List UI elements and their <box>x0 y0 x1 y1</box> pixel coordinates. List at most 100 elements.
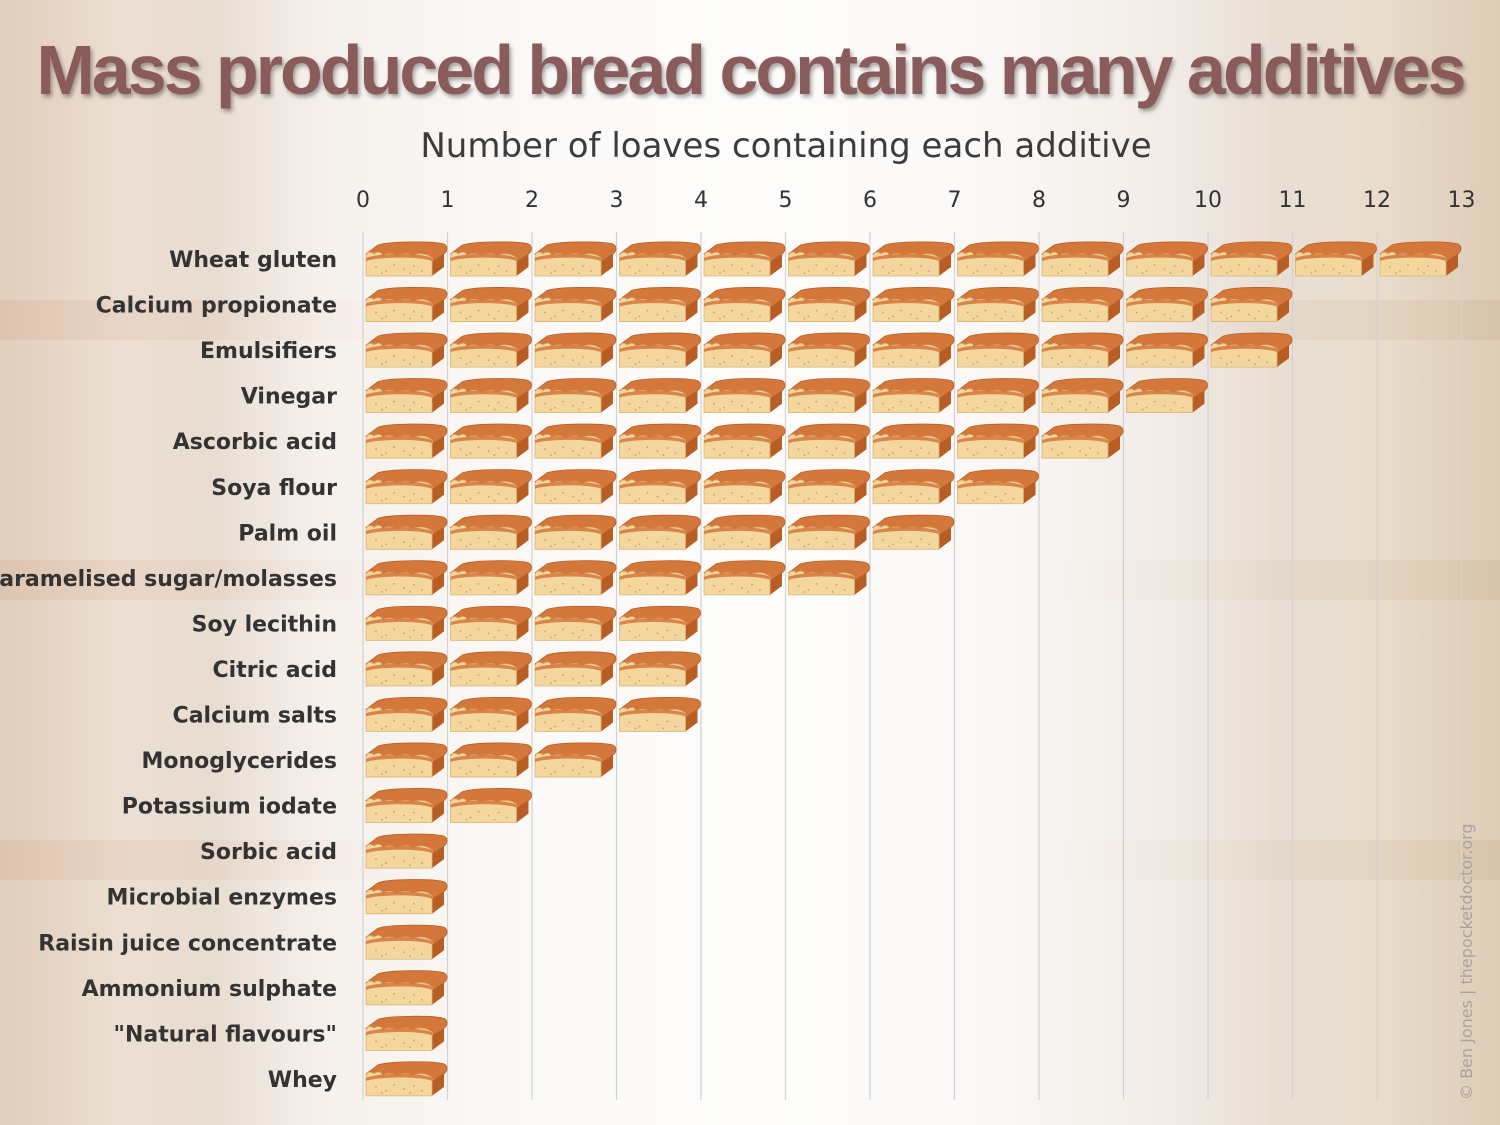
loaf-mark <box>703 241 786 277</box>
loaf-mark <box>788 378 870 414</box>
loaf-mark <box>365 378 448 414</box>
loaf-mark <box>703 378 786 414</box>
loaf-mark <box>703 332 786 368</box>
x-tick-label: 0 <box>356 188 370 213</box>
loaf-mark <box>534 560 617 596</box>
loaf-mark <box>365 605 448 641</box>
loaf-mark <box>365 1015 448 1051</box>
category-label: Microbial enzymes <box>107 886 337 911</box>
loaf-mark <box>872 378 955 414</box>
loaf-mark <box>788 423 870 459</box>
x-tick-label: 4 <box>694 188 708 213</box>
loaf-mark <box>365 469 448 505</box>
category-label: Whey <box>268 1068 337 1093</box>
category-label: Ascorbic acid <box>173 430 337 455</box>
loaf-mark <box>365 1061 448 1097</box>
category-label: Calcium salts <box>173 704 337 729</box>
loaf-mark <box>365 879 448 915</box>
bar-row <box>365 879 448 915</box>
loaf-mark <box>788 241 870 277</box>
loaf-mark <box>365 970 448 1006</box>
bar-row <box>365 241 1462 277</box>
loaf-mark <box>534 651 617 687</box>
loaf-mark <box>365 241 448 277</box>
category-label: Sorbic acid <box>200 840 337 865</box>
x-tick-label: 6 <box>863 188 877 213</box>
loaf-mark <box>1210 286 1293 323</box>
chart-subtitle: Number of loaves containing each additiv… <box>420 126 1152 166</box>
loaf-mark <box>450 605 532 641</box>
loaf-mark <box>534 696 617 732</box>
loaf-mark <box>1126 241 1208 277</box>
loaf-mark <box>365 332 448 368</box>
bar-row <box>365 651 701 687</box>
loaf-mark <box>1041 423 1124 459</box>
x-tick-label: 10 <box>1194 188 1222 213</box>
loaf-mark <box>1210 241 1293 277</box>
loaf-mark <box>619 378 701 414</box>
bar-row <box>365 514 955 550</box>
loaf-mark <box>450 560 532 596</box>
loaf-mark <box>534 423 617 459</box>
loaf-mark <box>450 696 532 732</box>
loaf-mark <box>788 332 870 368</box>
x-tick-label: 2 <box>525 188 539 213</box>
loaf-mark <box>788 560 870 596</box>
loaf-mark <box>450 241 532 277</box>
category-label: Calcium propionate <box>96 294 337 319</box>
loaf-mark <box>1041 241 1124 277</box>
x-tick-label: 5 <box>779 188 793 213</box>
loaf-mark <box>872 286 955 323</box>
loaf-mark <box>365 924 448 960</box>
loaf-mark <box>788 514 870 550</box>
x-tick-label: 13 <box>1448 188 1476 213</box>
loaf-mark <box>619 469 701 505</box>
loaf-mark <box>534 514 617 550</box>
loaf-mark <box>619 423 701 459</box>
category-label: Raisin juice concentrate <box>38 931 337 956</box>
category-label: Caramelised sugar/molasses <box>0 567 337 592</box>
loaf-mark <box>703 560 786 596</box>
loaf-mark <box>703 514 786 550</box>
loaf-mark <box>450 332 532 368</box>
background-left-blur <box>0 0 300 1125</box>
loaf-mark <box>703 286 786 323</box>
loaf-mark <box>619 514 701 550</box>
loaf-mark <box>703 423 786 459</box>
loaf-mark <box>534 469 617 505</box>
chart-title: Mass produced bread contains many additi… <box>36 31 1467 109</box>
x-tick-label: 12 <box>1363 188 1391 213</box>
loaf-mark <box>534 605 617 641</box>
loaf-mark <box>619 286 701 323</box>
loaf-mark <box>1126 332 1208 368</box>
category-label: Monoglycerides <box>141 749 337 774</box>
background-shelf <box>0 840 1500 880</box>
loaf-mark <box>872 241 955 277</box>
loaf-mark <box>450 423 532 459</box>
loaf-mark <box>957 286 1039 323</box>
loaf-mark <box>957 423 1039 459</box>
loaf-mark <box>788 286 870 323</box>
loaf-mark <box>619 560 701 596</box>
category-label: Ammonium sulphate <box>82 977 337 1002</box>
loaf-mark <box>619 241 701 277</box>
x-tick-label: 11 <box>1279 188 1307 213</box>
category-label: Soya flour <box>211 476 337 501</box>
category-label: Palm oil <box>238 521 337 546</box>
bar-row <box>365 378 1208 414</box>
loaf-mark <box>1041 332 1124 368</box>
x-tick-label: 1 <box>441 188 455 213</box>
loaf-mark <box>534 241 617 277</box>
background-right-blur <box>1180 0 1500 1125</box>
loaf-mark <box>872 423 955 459</box>
bar-row <box>365 423 1124 459</box>
bar-row <box>365 332 1293 368</box>
loaf-mark <box>1379 241 1462 277</box>
loaf-mark <box>534 742 617 778</box>
bar-row <box>365 1061 448 1097</box>
loaf-mark <box>450 469 532 505</box>
loaf-mark <box>1041 378 1124 414</box>
bar-row <box>365 286 1293 323</box>
loaf-mark <box>450 651 532 687</box>
